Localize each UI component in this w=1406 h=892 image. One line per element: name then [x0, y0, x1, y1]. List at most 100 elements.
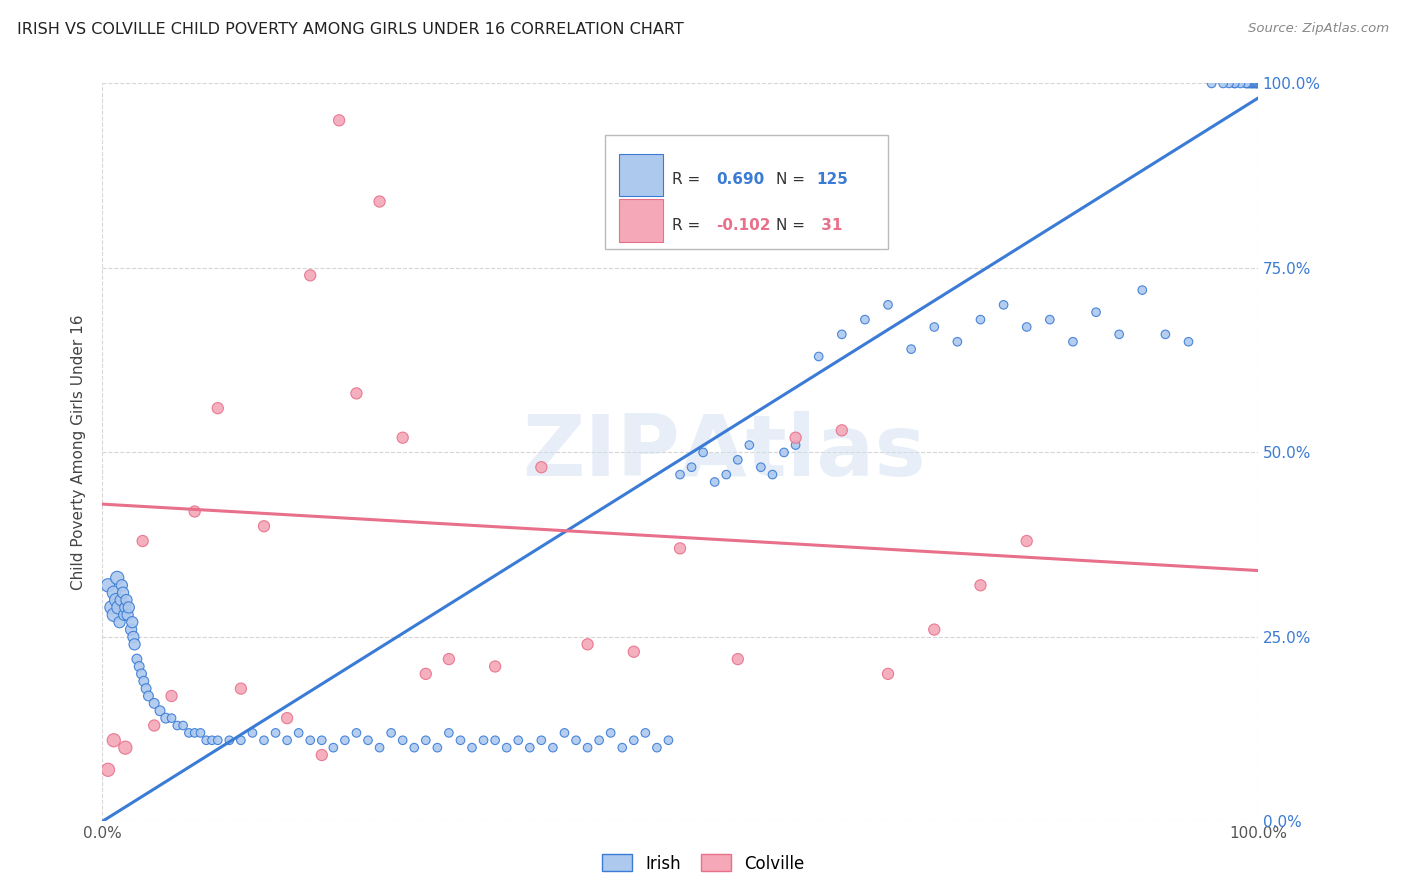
Text: 125: 125 [817, 172, 848, 186]
Point [124, 637, 146, 651]
Point [1246, 77, 1268, 91]
Point [138, 689, 160, 703]
Point [472, 733, 495, 747]
Point [311, 747, 333, 762]
Point [1241, 77, 1264, 91]
Point [484, 733, 506, 747]
Y-axis label: Child Poverty Among Girls Under 16: Child Poverty Among Girls Under 16 [72, 315, 86, 591]
Point [576, 637, 599, 651]
Point [727, 652, 749, 666]
Point [681, 460, 703, 475]
Point [160, 711, 183, 725]
Point [346, 386, 368, 401]
Point [437, 726, 460, 740]
Point [853, 312, 876, 326]
Point [1130, 283, 1153, 297]
Point [541, 740, 564, 755]
Point [946, 334, 969, 349]
Point [969, 312, 991, 326]
Point [922, 320, 945, 334]
Point [201, 733, 224, 747]
Text: 31: 31 [817, 219, 842, 233]
Point [117, 607, 139, 622]
Point [1177, 334, 1199, 349]
Point [1244, 77, 1267, 91]
Point [1039, 312, 1062, 326]
FancyBboxPatch shape [605, 135, 889, 250]
Point [1241, 77, 1264, 91]
Point [111, 585, 134, 599]
Point [346, 726, 368, 740]
Point [242, 726, 264, 740]
Point [207, 401, 229, 416]
Point [114, 740, 136, 755]
Point [785, 438, 807, 452]
Point [276, 711, 298, 725]
Point [623, 645, 645, 659]
Text: N =: N = [776, 219, 810, 233]
Point [877, 298, 900, 312]
Point [1108, 327, 1130, 342]
Point [877, 666, 900, 681]
Point [716, 467, 738, 482]
Point [112, 607, 135, 622]
Point [1015, 320, 1038, 334]
Point [922, 623, 945, 637]
Point [218, 733, 240, 747]
Point [380, 726, 402, 740]
Point [111, 578, 134, 592]
Point [207, 733, 229, 747]
Point [508, 733, 530, 747]
Point [634, 726, 657, 740]
Point [125, 652, 148, 666]
Point [565, 733, 588, 747]
Point [103, 607, 125, 622]
Point [1223, 77, 1246, 91]
Point [114, 600, 136, 615]
Point [322, 740, 344, 755]
Point [738, 438, 761, 452]
Text: R =: R = [672, 219, 704, 233]
Point [484, 659, 506, 673]
Point [1201, 77, 1223, 91]
Point [807, 350, 830, 364]
Point [1085, 305, 1108, 319]
Point [415, 666, 437, 681]
Point [900, 342, 922, 356]
Point [183, 726, 205, 740]
Point [143, 718, 166, 732]
Point [461, 740, 484, 755]
Point [131, 666, 153, 681]
Point [588, 733, 610, 747]
Point [657, 733, 679, 747]
Point [1246, 77, 1268, 91]
Point [229, 681, 252, 696]
Point [264, 726, 287, 740]
Point [530, 733, 553, 747]
Point [299, 733, 322, 747]
Point [1239, 77, 1261, 91]
Point [553, 726, 575, 740]
Point [183, 504, 205, 518]
Point [785, 431, 807, 445]
Text: Atlas: Atlas [681, 411, 927, 494]
Point [727, 453, 749, 467]
Point [415, 733, 437, 747]
Point [100, 600, 122, 615]
Point [177, 726, 200, 740]
Point [103, 585, 125, 599]
Point [831, 423, 853, 437]
Point [108, 615, 131, 630]
Point [1218, 77, 1240, 91]
Point [404, 740, 426, 755]
Point [391, 733, 413, 747]
Point [118, 600, 141, 615]
Point [107, 600, 129, 615]
Point [253, 733, 276, 747]
Point [115, 593, 138, 607]
Point [426, 740, 449, 755]
Point [645, 740, 668, 755]
Point [103, 733, 125, 747]
Point [368, 740, 391, 755]
Point [692, 445, 714, 459]
